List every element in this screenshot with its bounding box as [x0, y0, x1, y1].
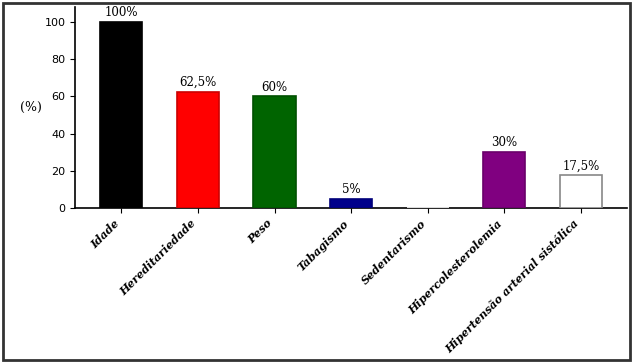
Text: 100%: 100%: [105, 6, 138, 19]
Bar: [483, 152, 526, 208]
Bar: [100, 22, 143, 208]
Text: 5%: 5%: [342, 183, 360, 196]
Bar: [560, 176, 602, 208]
Text: 17,5%: 17,5%: [562, 160, 600, 173]
Bar: [330, 199, 372, 208]
Text: 60%: 60%: [261, 80, 288, 93]
Text: 62,5%: 62,5%: [179, 76, 217, 89]
Y-axis label: (%): (%): [20, 101, 41, 114]
Bar: [254, 96, 295, 208]
Text: 30%: 30%: [491, 136, 517, 150]
Bar: [177, 92, 219, 208]
